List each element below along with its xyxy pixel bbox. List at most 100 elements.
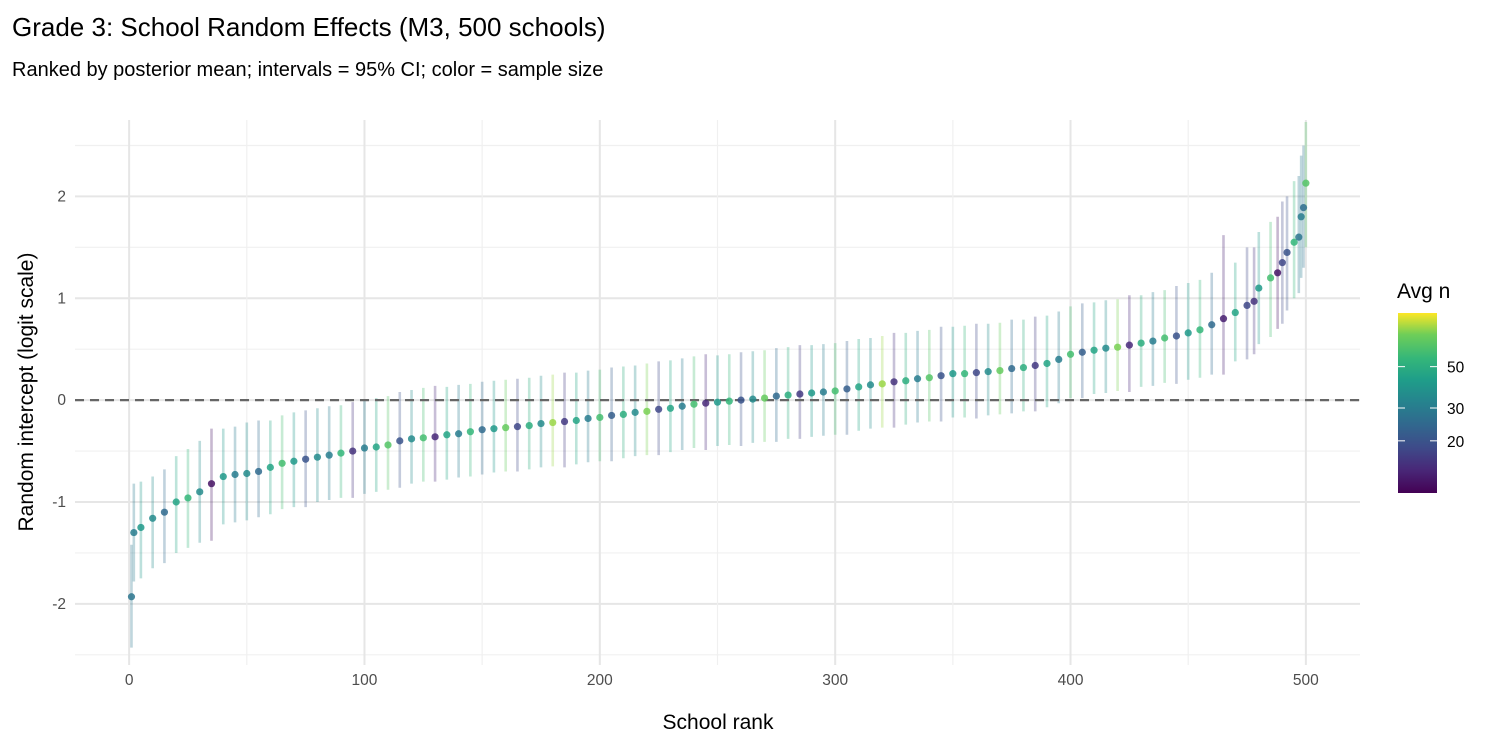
point [1125,341,1133,349]
point [349,447,357,455]
point [1161,334,1169,342]
chart-title: Grade 3: School Random Effects (M3, 500 … [12,12,605,42]
x-tick-label: 300 [822,672,848,689]
point [796,390,804,398]
point [219,472,227,481]
point [1299,204,1308,212]
point [1090,346,1098,354]
point [737,396,745,404]
y-axis-title: Random intercept (logit scale) [15,253,38,532]
point [843,385,851,393]
point [1297,213,1305,221]
point [127,593,136,601]
point [749,395,757,403]
legend-title: Avg n [1397,280,1450,303]
point [1302,179,1310,187]
point [619,410,627,419]
point [890,378,898,386]
legend-tick-label: 20 [1447,434,1465,451]
y-tick-label: 1 [57,290,66,307]
point [996,366,1004,375]
point [1295,233,1303,241]
y-tick-label: 0 [57,392,66,409]
point [808,389,816,397]
point [478,426,486,434]
point [1266,274,1275,282]
point [1290,238,1298,246]
point [902,377,910,385]
point [984,368,992,376]
point [419,434,427,442]
chart-subtitle: Ranked by posterior mean; intervals = 95… [12,59,603,81]
point [772,392,780,400]
point [725,397,733,405]
point [525,422,533,430]
ci-bars [130,122,1308,648]
point [760,394,769,402]
point [1113,343,1122,351]
point [1043,359,1051,368]
point [1274,269,1282,277]
point [607,411,616,420]
point [172,498,180,506]
point [325,451,333,459]
point [360,444,369,452]
point [337,449,345,457]
point [631,408,639,416]
point [1278,259,1286,267]
point [278,459,286,467]
point [130,528,138,537]
legend-tick-label: 30 [1447,401,1465,418]
point [784,391,792,399]
point [702,399,710,407]
point [455,430,463,438]
point [913,375,922,383]
x-tick-label: 200 [587,672,613,689]
point [1149,337,1157,345]
point [1102,344,1110,352]
point [690,400,698,408]
point [149,514,157,522]
point [1137,339,1145,347]
y-axis-ticks: -2 -1 0 1 2 [52,188,66,612]
y-tick-label: -1 [52,494,66,511]
point [1031,361,1039,370]
point [490,425,498,433]
point [713,398,722,406]
point [1008,364,1016,373]
point [443,431,451,439]
point [1208,321,1216,329]
point [1066,350,1075,358]
point [372,443,380,451]
point [572,416,580,425]
point [254,467,263,476]
y-tick-label: -2 [52,596,66,613]
point [1184,329,1192,337]
point [302,455,310,463]
point [1250,297,1258,305]
point [584,414,592,423]
point [1243,301,1251,310]
point [290,457,298,465]
point [243,469,251,478]
point [407,435,416,443]
point [855,383,863,391]
x-axis-ticks: 0 100 200 300 400 500 [125,672,1319,689]
point [1019,363,1028,372]
point [396,437,404,445]
x-tick-label: 500 [1293,672,1319,689]
point [384,441,392,449]
point [1283,248,1291,257]
point [643,407,651,415]
point [1219,315,1228,323]
point [160,508,169,516]
point [666,404,675,412]
point [1055,355,1063,363]
point [596,413,604,422]
point [537,419,545,428]
x-axis-title: School rank [663,711,774,734]
point [866,381,875,389]
point [431,433,439,441]
point [184,494,192,502]
